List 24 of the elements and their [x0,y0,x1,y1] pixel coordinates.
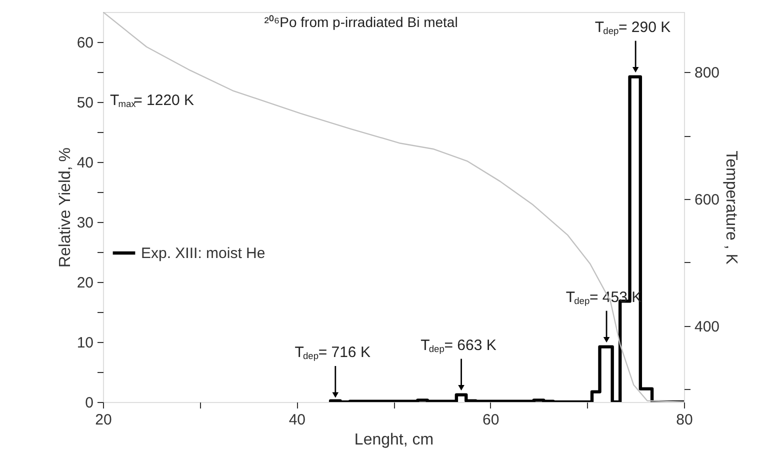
y-tick-label: 10 [76,334,94,352]
chart-title: ²⁰⁶Po from p-irradiated Bi metal [264,14,458,30]
annotation: Tdep= 290 K [594,18,671,36]
y-tick-label: 40 [76,154,94,172]
y2-tick-label: 400 [694,318,720,336]
y-tick-label: 30 [76,214,94,232]
x-tick-label: 60 [482,412,500,428]
y2-axis-title: Temperature , K [722,150,740,265]
y-tick-label: 60 [76,34,94,52]
x-tick-label: 20 [95,412,112,428]
annotation: Tdep= 716 K [294,344,370,361]
annotation: Tmax= 1220 K [110,92,194,109]
y-tick-label: 0 [85,394,94,412]
x-axis-title: Lenght, cm [354,432,434,448]
legend-label: Exp. XIII: moist He [141,245,266,262]
annotation: Tdep= 663 K [420,336,496,354]
y2-tick-label: 600 [694,192,720,209]
y-tick-label: 50 [76,94,94,112]
y2-tick-label: 800 [694,64,720,82]
x-tick-label: 80 [676,412,693,428]
x-tick-label: 40 [288,412,306,428]
y-axis-title: Relative Yield, % [56,147,74,268]
y-tick-label: 20 [76,274,94,292]
line-series [103,12,684,402]
